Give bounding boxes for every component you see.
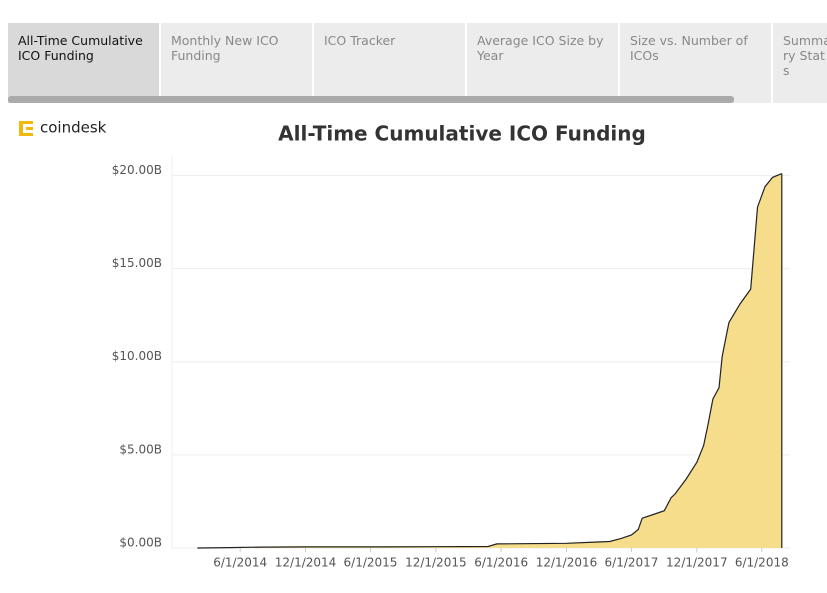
x-tick-label: 6/1/2016 [474,556,528,570]
y-tick-label: $10.00B [112,349,162,363]
tab[interactable]: All-Time Cumulative ICO Funding [8,23,159,103]
x-tick-label: 6/1/2017 [605,556,659,570]
y-tick-label: $5.00B [119,442,162,456]
x-tick-label: 6/1/2015 [344,556,398,570]
x-tick-label: 12/1/2014 [275,556,337,570]
scrollbar[interactable] [8,96,734,103]
x-tick-label: 12/1/2016 [536,556,598,570]
tab[interactable]: Average ICO Size by Year [467,23,618,103]
tab-bar: All-Time Cumulative ICO Funding Monthly N… [8,23,827,103]
y-tick-label: $20.00B [112,163,162,177]
tab[interactable]: Monthly New ICO Funding [161,23,312,103]
tab[interactable]: Size vs. Number of ICOs [620,23,771,103]
x-tick-label: 12/1/2017 [666,556,728,570]
logo-text: coindesk [40,119,107,137]
y-tick-label: $0.00B [119,536,162,550]
area-fill [197,173,782,548]
x-tick-label: 6/1/2018 [735,556,789,570]
logo-icon [19,121,33,136]
area-line [197,173,783,549]
chart-title: All-Time Cumulative ICO Funding [278,122,646,146]
tab[interactable]: Summary Stats [773,23,827,103]
y-tick-label: $15.00B [112,256,162,270]
tab[interactable]: ICO Tracker [314,23,465,103]
x-tick-label: 12/1/2015 [405,556,467,570]
x-tick-label: 6/1/2014 [213,556,267,570]
